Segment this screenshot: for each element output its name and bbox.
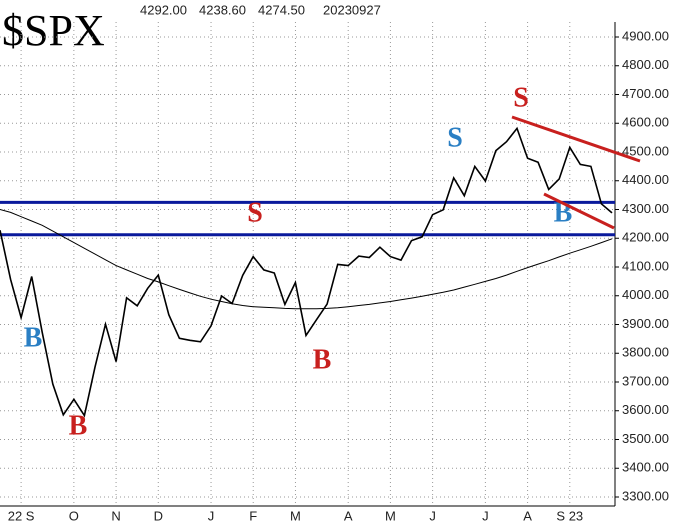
- y-tick-label: 4400.00: [622, 172, 669, 187]
- y-tick-label: 4600.00: [622, 115, 669, 130]
- signal-label: S: [247, 197, 263, 228]
- signal-label: B: [24, 322, 43, 353]
- x-tick-label: A: [523, 508, 532, 523]
- header-value: 20230927: [323, 2, 381, 17]
- y-tick-label: 4300.00: [622, 201, 669, 216]
- signal-label: B: [313, 344, 332, 375]
- price-line: [0, 209, 613, 310]
- x-tick-label: M: [385, 508, 396, 523]
- x-tick-label: O: [69, 508, 79, 523]
- plot-area: 3300.00 3400.00 3500.00 3600.00 3700.00 3800.…: [0, 22, 669, 523]
- x-tick-label: J: [429, 508, 436, 523]
- chart-title: $SPX: [2, 6, 105, 55]
- y-tick-label: 3500.00: [622, 431, 669, 446]
- trendline: [511, 115, 641, 163]
- signal-label: S: [447, 122, 463, 153]
- y-tick-label: 3700.00: [622, 373, 669, 388]
- x-tick-label: M: [290, 508, 301, 523]
- x-tick-label: N: [111, 508, 120, 523]
- y-tick-label: 3300.00: [622, 488, 669, 503]
- y-tick-label: 4700.00: [622, 86, 669, 101]
- header-value: 4238.60: [199, 2, 246, 17]
- signal-label: B: [69, 410, 88, 441]
- x-tick-label: S 23: [556, 508, 583, 523]
- y-tick-label: 3600.00: [622, 402, 669, 417]
- y-tick-label: 3900.00: [622, 316, 669, 331]
- x-tick-label: J: [208, 508, 215, 523]
- header-value: 4274.50: [258, 2, 305, 17]
- y-tick-label: 4200.00: [622, 230, 669, 245]
- y-tick-label: 4900.00: [622, 28, 669, 43]
- y-tick-label: 3800.00: [622, 345, 669, 360]
- trendline: [543, 192, 615, 230]
- x-tick-label: J: [482, 508, 489, 523]
- y-tick-label: 4100.00: [622, 258, 669, 273]
- price-line: [0, 126, 613, 418]
- x-tick-label: D: [154, 508, 163, 523]
- x-tick-label: A: [344, 508, 353, 523]
- signal-label: S: [513, 82, 529, 113]
- y-tick-label: 4000.00: [622, 287, 669, 302]
- x-tick-label: F: [249, 508, 257, 523]
- header-value: 4292.00: [140, 2, 187, 17]
- y-tick-label: 4800.00: [622, 57, 669, 72]
- x-tick-label: 22 S: [8, 508, 35, 523]
- y-tick-label: 4500.00: [622, 143, 669, 158]
- y-tick-label: 3400.00: [622, 460, 669, 475]
